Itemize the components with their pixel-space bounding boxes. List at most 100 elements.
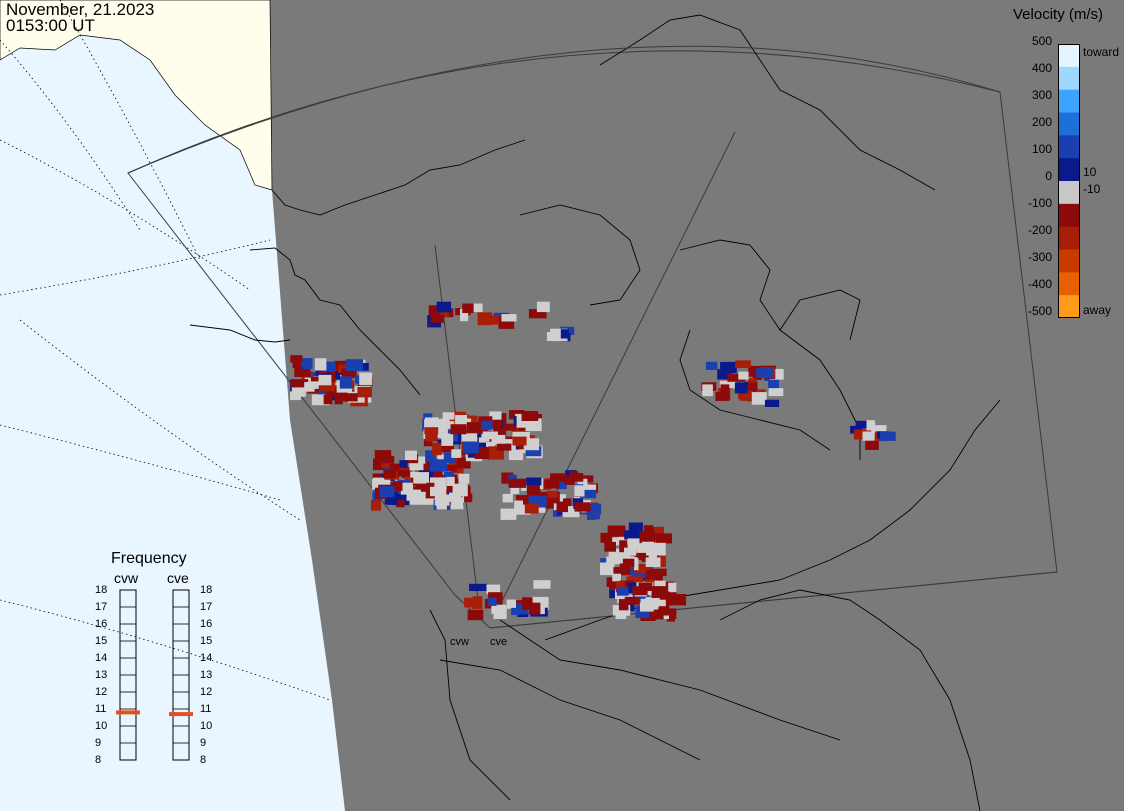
velocity-cell (610, 552, 628, 564)
velocity-cell (472, 596, 483, 610)
velocity-cell (291, 385, 306, 397)
velocity-cell (462, 418, 472, 429)
velocity-cell (416, 480, 432, 492)
velocity-cell (651, 586, 668, 598)
velocity-cell (399, 460, 408, 468)
frequency-label-cve: cve (167, 570, 189, 586)
frequency-tick-label: 18 (95, 584, 108, 596)
velocity-cell (720, 384, 730, 396)
velocity-cell (535, 503, 546, 513)
velocity-cell (556, 501, 568, 513)
velocity-cell (487, 597, 497, 606)
frequency-tick-label: 10 (95, 720, 108, 732)
velocity-cell (764, 399, 780, 407)
velocity-cell (499, 423, 517, 431)
velocity-cell (460, 308, 469, 322)
colorbar-tick-label: 400 (1031, 61, 1052, 75)
frequency-tick-label: 17 (95, 601, 108, 613)
frequency-tick-label: 18 (200, 584, 213, 596)
coastlines (189, 14, 1001, 811)
daylight-gridlines (0, 0, 331, 701)
velocity-cell (632, 569, 646, 579)
velocity-cell (423, 436, 433, 447)
velocity-cell (521, 411, 539, 421)
velocity-cell (646, 526, 664, 538)
frequency-tick-label: 14 (95, 652, 108, 664)
velocity-cell (627, 538, 645, 549)
velocity-cell (768, 378, 779, 391)
velocity-cell (429, 459, 448, 472)
velocity-cell (315, 358, 327, 371)
velocity-cell (455, 415, 468, 425)
colorbar-segment (1058, 135, 1080, 159)
velocity-cell (311, 394, 330, 406)
velocity-cell (600, 532, 613, 543)
velocity-cell (574, 485, 585, 497)
velocity-cell (738, 371, 749, 380)
colorbar-frame (1058, 44, 1080, 318)
frequency-tick-label: 15 (95, 635, 108, 647)
velocity-cell (491, 604, 507, 614)
velocity-cell (619, 540, 628, 553)
velocity-cell (550, 473, 567, 483)
velocity-cell (720, 361, 737, 373)
velocity-cell (442, 412, 455, 420)
velocity-cell (523, 438, 540, 451)
velocity-cell (321, 361, 336, 372)
velocity-cell (493, 428, 507, 438)
colorbar-segment (1058, 295, 1080, 318)
velocity-cell (357, 387, 372, 398)
velocity-cell (569, 473, 584, 482)
velocity-cell (473, 303, 483, 313)
frequency-tick-label: 9 (95, 737, 102, 749)
velocity-cell (624, 596, 640, 605)
velocity-cell (748, 365, 763, 377)
velocity-cell (413, 472, 429, 484)
velocity-cell (304, 382, 315, 392)
frequency-tick-label: 16 (200, 618, 213, 630)
velocity-cell (557, 494, 566, 507)
velocity-cell (544, 479, 560, 489)
header-date: November, 21.2023 (6, 0, 155, 19)
velocity-cell (424, 419, 438, 431)
velocity-cell (422, 497, 434, 505)
velocity-cell (373, 458, 389, 471)
frequency-tick-label: 9 (200, 737, 207, 749)
velocity-cell (464, 597, 480, 608)
velocity-cell (441, 433, 454, 446)
velocity-cell (634, 565, 651, 574)
colorbar-title: Velocity (m/s) (1013, 6, 1104, 23)
colorbar-segment (1058, 89, 1080, 113)
colorbar-tick-label: -200 (1027, 223, 1052, 237)
velocity-cell (756, 368, 773, 378)
velocity-cell (501, 314, 517, 322)
velocity-cell (526, 477, 542, 486)
frequency-bars (116, 589, 193, 761)
velocity-cell (484, 315, 500, 325)
colorbar-segment (1058, 66, 1080, 91)
colorbar-plus10-label: 10 (1083, 165, 1097, 179)
frequency-tick-label: 13 (200, 669, 213, 681)
velocity-cell (727, 373, 746, 382)
velocity-cell (506, 599, 516, 609)
velocity-cell (748, 378, 757, 386)
velocity-cell (323, 394, 333, 405)
velocity-cell (405, 450, 417, 461)
site-label-cvw: cvw (450, 636, 469, 648)
velocity-cell (430, 307, 440, 318)
daylight-land-alaska (0, 0, 273, 191)
velocity-cell (627, 582, 637, 594)
velocity-cell (522, 597, 533, 610)
frequency-tick-label: 10 (200, 720, 213, 732)
velocity-cell (668, 594, 687, 606)
velocity-cell (547, 490, 558, 498)
velocity-cell (457, 457, 471, 469)
colorbar-tick-label: 300 (1031, 88, 1052, 102)
velocity-cell (397, 469, 408, 477)
velocity-cell (659, 591, 670, 600)
velocity-cell (751, 392, 767, 405)
colorbar-segment (1058, 226, 1080, 250)
velocity-cell (624, 530, 642, 540)
velocity-cell (639, 531, 656, 544)
